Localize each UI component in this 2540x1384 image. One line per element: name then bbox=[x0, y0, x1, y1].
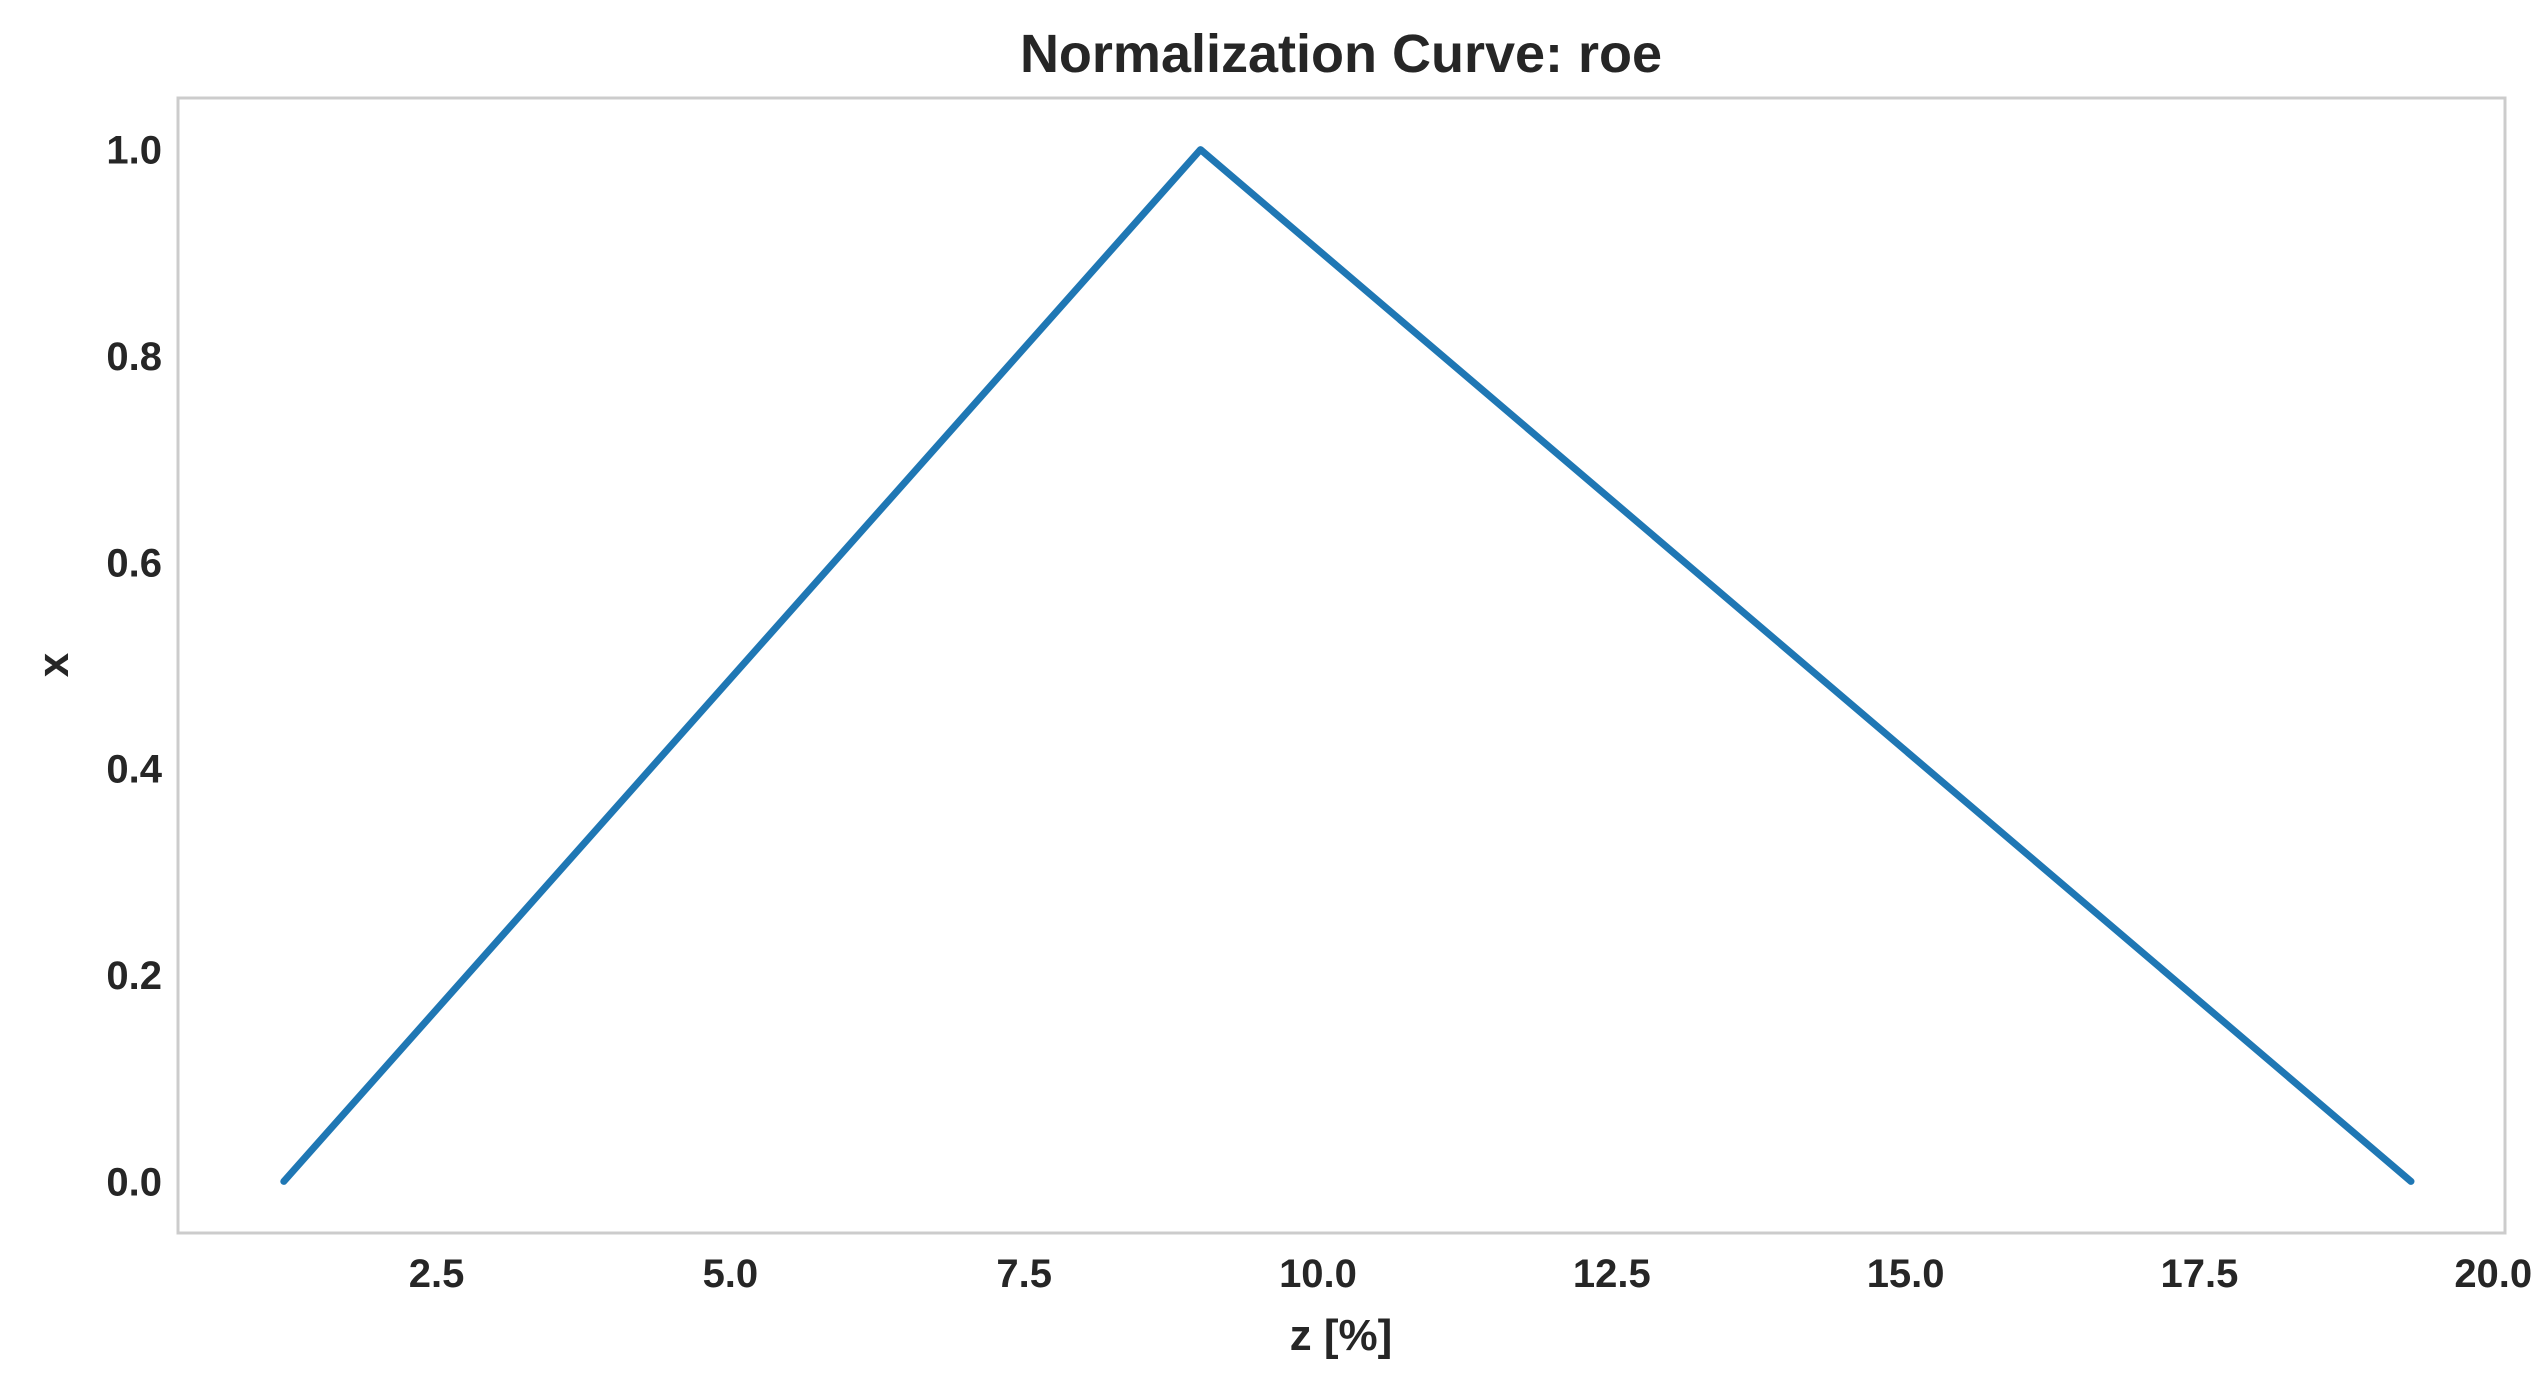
x-tick-label: 12.5 bbox=[1573, 1252, 1651, 1296]
x-tick-label: 17.5 bbox=[2161, 1252, 2239, 1296]
x-axis-ticks: 2.5 5.0 7.5 10.0 12.5 15.0 17.5 20.0 bbox=[409, 1252, 2532, 1296]
x-tick-label: 15.0 bbox=[1867, 1252, 1945, 1296]
plot-frame bbox=[176, 96, 2507, 1235]
y-tick-label: 0.6 bbox=[106, 541, 162, 585]
y-tick-label: 0.0 bbox=[106, 1160, 162, 1204]
x-tick-label: 7.5 bbox=[996, 1252, 1052, 1296]
series-line bbox=[280, 146, 2415, 1185]
y-tick-label: 0.2 bbox=[106, 954, 162, 998]
chart-title: Normalization Curve: roe bbox=[1020, 24, 1662, 84]
y-axis-label: x bbox=[29, 652, 78, 677]
y-tick-label: 0.8 bbox=[106, 335, 162, 379]
x-tick-label: 2.5 bbox=[409, 1252, 465, 1296]
x-tick-label: 10.0 bbox=[1279, 1252, 1357, 1296]
x-tick-label: 20.0 bbox=[2454, 1252, 2532, 1296]
series-layer bbox=[280, 146, 2415, 1185]
y-tick-label: 0.4 bbox=[106, 748, 162, 792]
plot-background bbox=[178, 98, 2505, 1233]
y-tick-label: 1.0 bbox=[106, 129, 162, 173]
x-axis-label: z [%] bbox=[1290, 1311, 1393, 1360]
y-axis-ticks: 0.0 0.2 0.4 0.6 0.8 1.0 bbox=[106, 129, 162, 1205]
x-tick-label: 5.0 bbox=[703, 1252, 759, 1296]
